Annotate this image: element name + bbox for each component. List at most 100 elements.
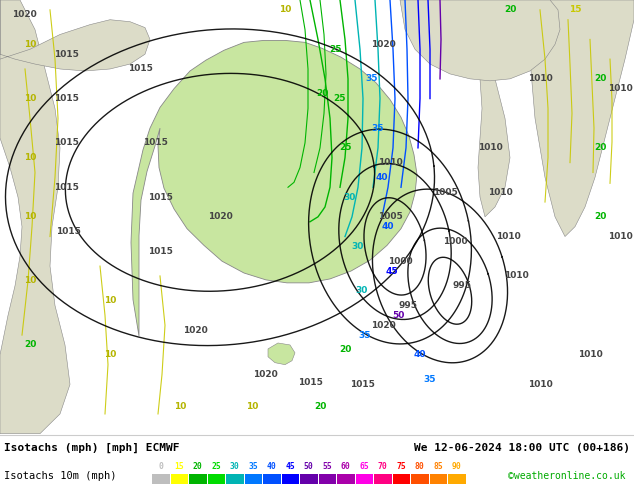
Text: 50: 50: [304, 462, 314, 471]
Bar: [318, 474, 336, 484]
Polygon shape: [131, 40, 417, 336]
Text: 50: 50: [392, 311, 404, 320]
Text: 40: 40: [267, 462, 276, 471]
Text: Isotachs (mph) [mph] ECMWF: Isotachs (mph) [mph] ECMWF: [4, 442, 179, 453]
Text: 25: 25: [339, 144, 351, 152]
Text: 1015: 1015: [297, 378, 323, 387]
Text: 1000: 1000: [443, 237, 467, 246]
Text: 20: 20: [594, 74, 606, 83]
Text: 70: 70: [378, 462, 387, 471]
Text: Isotachs 10m (mph): Isotachs 10m (mph): [4, 471, 117, 481]
Text: 10: 10: [246, 401, 258, 411]
Text: 60: 60: [341, 462, 351, 471]
Text: 10: 10: [279, 5, 291, 14]
Text: 25: 25: [329, 45, 341, 54]
Text: 80: 80: [415, 462, 425, 471]
Text: 1010: 1010: [578, 350, 602, 359]
Text: ©weatheronline.co.uk: ©weatheronline.co.uk: [508, 471, 626, 481]
Bar: [207, 474, 225, 484]
Bar: [226, 474, 243, 484]
Text: 20: 20: [193, 462, 203, 471]
Text: 20: 20: [504, 5, 516, 14]
Text: 20: 20: [594, 144, 606, 152]
Text: 35: 35: [359, 331, 372, 340]
Polygon shape: [268, 343, 295, 365]
Text: 1020: 1020: [183, 326, 207, 335]
Text: 1015: 1015: [148, 193, 172, 201]
Text: 10: 10: [24, 40, 36, 49]
Text: 30: 30: [352, 242, 364, 251]
Text: 1015: 1015: [53, 94, 79, 103]
Text: 40: 40: [382, 222, 394, 231]
Text: 10: 10: [24, 276, 36, 285]
Bar: [429, 474, 447, 484]
Bar: [411, 474, 429, 484]
Text: 10: 10: [24, 212, 36, 221]
Text: 10: 10: [24, 94, 36, 103]
Text: 40: 40: [414, 350, 426, 359]
Text: 1005: 1005: [378, 212, 403, 221]
Text: 995: 995: [399, 301, 418, 310]
Polygon shape: [465, 0, 510, 217]
Bar: [356, 474, 373, 484]
Text: 20: 20: [594, 212, 606, 221]
Text: 30: 30: [230, 462, 240, 471]
Text: 25: 25: [333, 94, 346, 103]
Polygon shape: [400, 0, 560, 81]
Text: 0: 0: [158, 462, 163, 471]
Bar: [263, 474, 280, 484]
Text: 1020: 1020: [371, 40, 396, 49]
Bar: [448, 474, 465, 484]
Text: 1005: 1005: [432, 188, 457, 196]
Text: 1010: 1010: [527, 74, 552, 83]
Text: 1015: 1015: [127, 65, 152, 74]
Bar: [374, 474, 392, 484]
Text: 30: 30: [356, 286, 368, 295]
Text: 1020: 1020: [371, 321, 396, 330]
Text: 20: 20: [316, 89, 328, 98]
Text: 1015: 1015: [53, 138, 79, 147]
Bar: [281, 474, 299, 484]
Bar: [189, 474, 207, 484]
Text: 55: 55: [322, 462, 332, 471]
Text: 1015: 1015: [349, 380, 375, 389]
Text: 10: 10: [24, 153, 36, 162]
Text: 1010: 1010: [607, 232, 632, 241]
Bar: [392, 474, 410, 484]
Bar: [152, 474, 169, 484]
Text: 995: 995: [453, 281, 472, 290]
Text: 1020: 1020: [207, 212, 233, 221]
Text: 1010: 1010: [607, 84, 632, 93]
Text: 1020: 1020: [11, 10, 36, 19]
Text: 1010: 1010: [477, 144, 502, 152]
Text: 1015: 1015: [143, 138, 167, 147]
Text: 15: 15: [174, 462, 184, 471]
Text: 10: 10: [104, 296, 116, 305]
Text: 1010: 1010: [503, 271, 528, 280]
Text: 35: 35: [249, 462, 258, 471]
Text: 20: 20: [24, 341, 36, 349]
Text: 1010: 1010: [378, 158, 403, 167]
Text: 1020: 1020: [252, 370, 278, 379]
Text: 25: 25: [211, 462, 221, 471]
Text: 1015: 1015: [56, 227, 81, 236]
Bar: [171, 474, 188, 484]
Bar: [245, 474, 262, 484]
Text: 1010: 1010: [527, 380, 552, 389]
Polygon shape: [0, 0, 70, 434]
Text: 1015: 1015: [53, 49, 79, 59]
Text: 1000: 1000: [387, 257, 412, 266]
Text: 40: 40: [376, 173, 388, 182]
Polygon shape: [0, 0, 150, 71]
Text: 1015: 1015: [53, 183, 79, 192]
Polygon shape: [530, 0, 634, 237]
Text: 1010: 1010: [488, 188, 512, 196]
Text: 85: 85: [434, 462, 443, 471]
Text: 75: 75: [396, 462, 406, 471]
Text: 90: 90: [452, 462, 462, 471]
Text: 20: 20: [314, 401, 326, 411]
Text: 10: 10: [174, 401, 186, 411]
Text: We 12-06-2024 18:00 UTC (00+186): We 12-06-2024 18:00 UTC (00+186): [414, 443, 630, 453]
Text: 30: 30: [344, 193, 356, 201]
Text: 10: 10: [104, 350, 116, 359]
